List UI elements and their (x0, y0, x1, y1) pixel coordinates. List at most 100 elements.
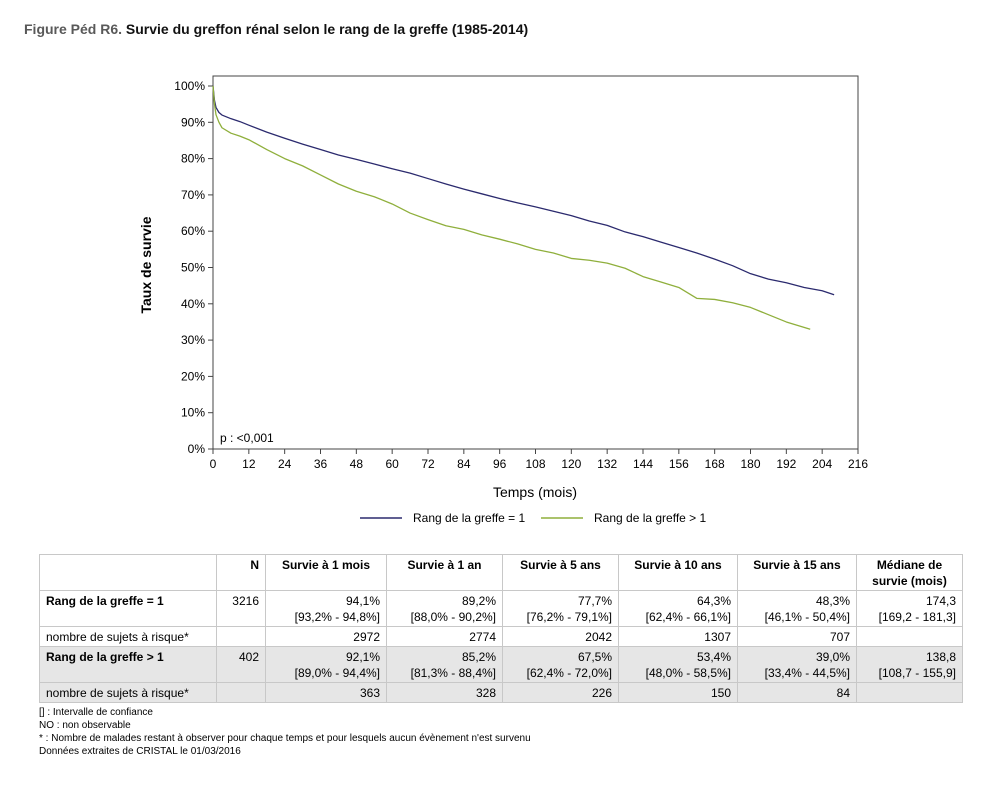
figure-main-title: Survie du greffon rénal selon le rang de… (125, 21, 529, 37)
header-median: Médiane de survie (mois) (856, 554, 963, 591)
table-row: Rang de la greffe > 1 402 92,1% [89,0% - … (39, 646, 963, 683)
cell-ci: [81,3% - 88,4%] (410, 666, 496, 680)
y-tick-label: 40% (181, 297, 205, 311)
header-15-years: Survie à 15 ans (737, 554, 857, 591)
row-n: 3216 (216, 590, 266, 627)
x-tick-label: 132 (597, 457, 617, 471)
cell-5-years: 67,5% [62,4% - 72,0%] (502, 646, 619, 683)
survival-chart: 0 12 24 36 48 60 72 84 96 108 120 132 144 156 168 180 19… (138, 75, 868, 525)
cell-ci: [62,4% - 72,0%] (526, 666, 612, 680)
table-row-at-risk: nombre de sujets à risque* 363 328 226 1… (39, 682, 963, 703)
x-tick-label: 156 (669, 457, 689, 471)
x-tick-label: 216 (848, 457, 868, 471)
x-tick-label: 36 (314, 457, 328, 471)
y-tick-label: 70% (181, 188, 205, 202)
cell-5-years: 77,7% [76,2% - 79,1%] (502, 590, 619, 627)
x-tick-label: 144 (633, 457, 653, 471)
survival-table: N Survie à 1 mois Survie à 1 an Survie à… (39, 554, 963, 703)
y-tick-label: 100% (174, 79, 205, 93)
footnotes: [] : Intervalle de confiance NO : non ob… (39, 706, 531, 758)
p-value-annotation: p : <0,001 (220, 431, 274, 445)
cell-value: 39,0% (815, 650, 850, 664)
cell-value: 67,5% (577, 650, 612, 664)
risk-10-years: 1307 (618, 626, 738, 647)
survival-curve-rank1 (212, 85, 835, 296)
y-axis: 0% 10% 20% 30% 40% 50% 60% 70% 80% 90% 100% (174, 79, 213, 456)
cell-value: 53,4% (696, 650, 731, 664)
x-tick-label: 96 (493, 457, 507, 471)
x-tick-label: 180 (740, 457, 760, 471)
risk-1-year: 2774 (386, 626, 503, 647)
cell-value: 85,2% (461, 650, 496, 664)
header-10-years: Survie à 10 ans (618, 554, 738, 591)
risk-empty (216, 626, 266, 647)
x-axis: 0 12 24 36 48 60 72 84 96 108 120 132 144 156 168 180 19… (210, 449, 868, 471)
cell-value: 89,2% (461, 594, 496, 608)
risk-15-years: 707 (737, 626, 857, 647)
y-tick-label: 60% (181, 224, 205, 238)
x-tick-label: 120 (561, 457, 581, 471)
cell-ci: [108,7 - 155,9] (878, 666, 956, 680)
cell-ci: [46,1% - 50,4%] (764, 610, 850, 624)
legend-label-rank2: Rang de la greffe > 1 (594, 511, 707, 525)
cell-value: 48,3% (815, 594, 850, 608)
x-tick-label: 60 (385, 457, 399, 471)
cell-1-year: 89,2% [88,0% - 90,2%] (386, 590, 503, 627)
cell-value: 174,3 (925, 594, 956, 608)
cell-median: 174,3 [169,2 - 181,3] (856, 590, 963, 627)
cell-value: 92,1% (345, 650, 380, 664)
risk-5-years: 2042 (502, 626, 619, 647)
plot-frame (212, 75, 859, 450)
cell-ci: [33,4% - 44,5%] (764, 666, 850, 680)
header-5-years: Survie à 5 ans (502, 554, 619, 591)
y-tick-label: 10% (181, 406, 205, 420)
cell-10-years: 53,4% [48,0% - 58,5%] (618, 646, 738, 683)
risk-5-years: 226 (502, 682, 619, 703)
cell-1-month: 94,1% [93,2% - 94,8%] (265, 590, 387, 627)
risk-15-years: 84 (737, 682, 857, 703)
x-tick-label: 192 (776, 457, 796, 471)
y-tick-label: 90% (181, 115, 205, 129)
cell-value: 94,1% (345, 594, 380, 608)
cell-15-years: 39,0% [33,4% - 44,5%] (737, 646, 857, 683)
risk-1-year: 328 (386, 682, 503, 703)
cell-ci: [93,2% - 94,8%] (294, 610, 380, 624)
figure-title: Figure Péd R6. Survie du greffon rénal s… (24, 21, 528, 37)
footnote: * : Nombre de malades restant à observer… (39, 733, 531, 744)
x-tick-label: 48 (350, 457, 364, 471)
y-tick-label: 80% (181, 152, 205, 166)
header-empty (39, 554, 217, 591)
footnote: NO : non observable (39, 720, 131, 731)
cell-ci: [76,2% - 79,1%] (526, 610, 612, 624)
y-tick-label: 0% (188, 442, 206, 456)
risk-1-month: 363 (265, 682, 387, 703)
cell-median: 138,8 [108,7 - 155,9] (856, 646, 963, 683)
risk-label: nombre de sujets à risque* (39, 682, 217, 703)
risk-1-month: 2972 (265, 626, 387, 647)
legend: Rang de la greffe = 1 Rang de la greffe … (360, 511, 707, 525)
risk-label: nombre de sujets à risque* (39, 626, 217, 647)
y-tick-label: 30% (181, 333, 205, 347)
x-tick-label: 72 (421, 457, 435, 471)
row-label: Rang de la greffe = 1 (39, 590, 217, 627)
cell-15-years: 48,3% [46,1% - 50,4%] (737, 590, 857, 627)
table-header-row: N Survie à 1 mois Survie à 1 an Survie à… (39, 554, 963, 591)
cell-ci: [169,2 - 181,3] (878, 610, 956, 624)
x-tick-label: 168 (705, 457, 725, 471)
cell-1-year: 85,2% [81,3% - 88,4%] (386, 646, 503, 683)
series-group (212, 85, 835, 330)
header-1-year: Survie à 1 an (386, 554, 503, 591)
y-axis-label: Taux de survie (138, 216, 154, 313)
footnote: Données extraites de CRISTAL le 01/03/20… (39, 746, 241, 757)
cell-value: 64,3% (696, 594, 731, 608)
cell-value: 77,7% (577, 594, 612, 608)
survival-curve-rank2 (212, 85, 811, 330)
header-n: N (216, 554, 266, 591)
cell-ci: [88,0% - 90,2%] (410, 610, 496, 624)
x-tick-label: 24 (278, 457, 292, 471)
x-tick-label: 204 (812, 457, 832, 471)
cell-ci: [89,0% - 94,4%] (294, 666, 380, 680)
x-tick-label: 84 (457, 457, 471, 471)
y-tick-label: 20% (181, 369, 205, 383)
x-tick-label: 0 (210, 457, 217, 471)
